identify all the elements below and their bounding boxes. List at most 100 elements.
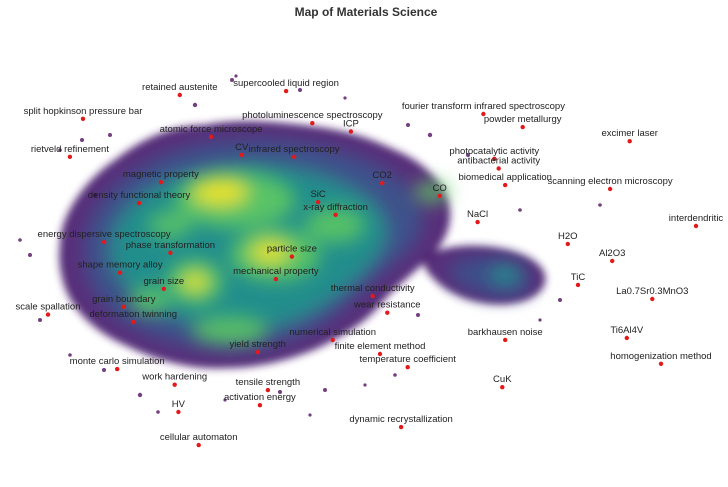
term-label: thermal conductivity <box>331 283 415 294</box>
term-label: antibacterial activity <box>457 156 540 167</box>
outlier-fleck <box>363 383 367 387</box>
outlier-fleck <box>68 353 72 357</box>
term-label: grain size <box>143 276 184 287</box>
term-point <box>310 121 315 126</box>
term-label: monte carlo simulation <box>70 356 165 367</box>
term-label: x-ray diffraction <box>303 202 368 213</box>
term-point <box>177 92 182 98</box>
outlier-fleck <box>427 132 433 138</box>
term-label: split hopkinson pressure bar <box>24 106 143 117</box>
term-point <box>610 258 615 264</box>
density-peak <box>192 178 248 206</box>
density-peak <box>489 265 521 285</box>
term-label: finite element method <box>335 341 426 352</box>
term-point <box>500 385 505 390</box>
outlier-fleck <box>93 193 97 197</box>
term-label: photoluminescence spectroscopy <box>242 110 383 121</box>
term-label: H2O <box>558 231 578 242</box>
outlier-fleck <box>18 238 22 242</box>
density-peak <box>148 211 192 239</box>
term-label: Al2O3 <box>599 248 625 259</box>
term-label: infrared spectroscopy <box>249 144 340 155</box>
term-points <box>45 88 699 448</box>
term-point <box>348 129 354 134</box>
term-label: supercooled liquid region <box>233 78 339 89</box>
outlier-fleck <box>598 203 602 207</box>
term-point <box>136 200 142 206</box>
term-label: numerical simulation <box>289 327 376 338</box>
outlier-fleck <box>416 313 420 317</box>
outlier-fleck <box>102 368 106 372</box>
term-point <box>330 337 335 343</box>
term-label: SiC <box>310 189 325 200</box>
term-point <box>257 403 263 408</box>
term-point <box>101 239 107 245</box>
term-label: atomic force microscope <box>160 124 263 135</box>
density-peak <box>130 286 170 314</box>
term-point <box>650 296 655 302</box>
term-label: deformation twinning <box>89 309 177 320</box>
term-point <box>503 337 508 343</box>
term-label: ICP <box>343 119 359 130</box>
outlier-fleck <box>323 388 327 392</box>
term-point <box>333 212 338 217</box>
outlier-fleck <box>108 133 112 137</box>
outlier-fleck <box>406 123 410 127</box>
term-label: CV <box>235 142 249 153</box>
term-label: CO <box>433 183 447 194</box>
term-label: cellular automaton <box>160 432 238 443</box>
outlier-fleck <box>156 410 160 414</box>
term-label: work hardening <box>141 372 207 383</box>
term-point <box>131 319 136 325</box>
outlier-fleck <box>223 398 227 402</box>
term-point <box>492 156 497 161</box>
outlier-fleck <box>234 74 238 78</box>
term-label: temperature coefficient <box>359 354 456 365</box>
term-label: TiC <box>571 272 586 283</box>
term-point <box>405 365 410 370</box>
term-point <box>624 335 629 341</box>
term-label: Ti6Al4V <box>610 325 644 336</box>
term-point <box>370 293 375 299</box>
term-point <box>291 154 297 159</box>
term-label: particle size <box>267 244 317 255</box>
term-point <box>239 152 244 158</box>
term-point <box>565 241 570 247</box>
term-label: yield strength <box>229 339 286 350</box>
term-label: barkhausen noise <box>468 327 543 338</box>
term-point <box>503 182 508 188</box>
outlier-fleck <box>38 318 42 322</box>
term-point <box>607 186 613 192</box>
term-point <box>176 409 181 415</box>
term-point <box>117 270 123 275</box>
term-point <box>315 199 321 205</box>
term-point <box>161 286 166 291</box>
outlier-fleck <box>558 298 562 302</box>
term-label: excimer laser <box>601 128 658 139</box>
chart-title: Map of Materials Science <box>295 5 438 19</box>
term-label: biomedical application <box>458 172 551 183</box>
term-label: dynamic recrystallization <box>349 414 452 425</box>
term-point <box>208 134 214 139</box>
term-point <box>398 424 404 430</box>
term-point <box>693 223 699 229</box>
outlier-fleck <box>278 390 282 394</box>
term-point <box>273 276 279 282</box>
term-point <box>255 349 260 355</box>
term-point <box>283 88 289 94</box>
term-label: scale spallation <box>16 302 81 313</box>
term-label: grain boundary <box>92 294 156 305</box>
term-label: La0.7Sr0.3MnO3 <box>616 286 688 297</box>
term-point <box>115 366 120 372</box>
term-label: CuK <box>493 374 512 385</box>
density-peak <box>192 316 268 344</box>
term-label: HV <box>172 399 186 410</box>
outlier-fleck <box>538 318 542 322</box>
term-labels: supercooled liquid region retained austen… <box>16 78 724 443</box>
term-point <box>172 382 177 387</box>
term-point <box>575 282 581 288</box>
outlier-fleck <box>518 208 522 212</box>
density-peak <box>305 207 365 243</box>
term-label: energy dispersive spectroscopy <box>38 229 171 240</box>
